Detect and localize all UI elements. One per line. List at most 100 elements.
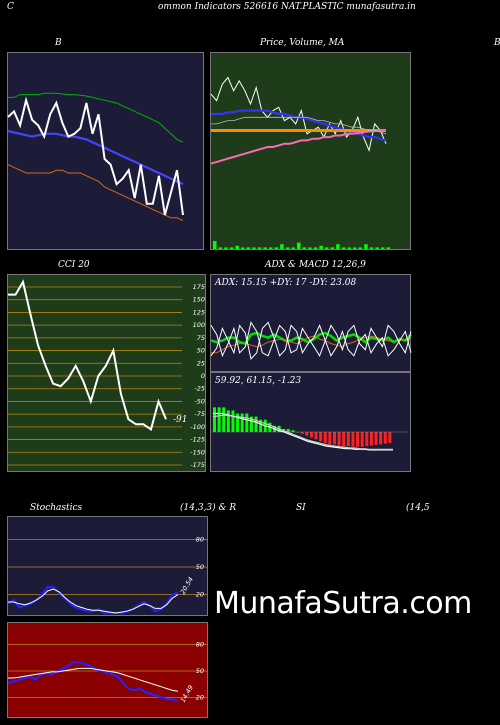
adx-series-line-2 — [210, 321, 412, 360]
stochastics-tick-label: 50 — [196, 563, 204, 571]
macd-histogram-bar — [305, 432, 309, 436]
bb-panel — [7, 52, 204, 250]
macd-histogram-bar — [249, 416, 253, 432]
volume-bar — [319, 245, 323, 249]
macd-histogram-bar — [259, 419, 263, 432]
macd-histogram-bar — [323, 432, 327, 444]
stochastics-series-line-0 — [7, 586, 179, 615]
cci-tick-label: -125 — [190, 436, 205, 444]
macd-histogram-bar — [240, 413, 244, 432]
rsi-params-label: (14,5 — [406, 503, 430, 513]
cci-tick-label: -75 — [194, 410, 205, 418]
volume-bar — [263, 247, 267, 249]
volume-bar — [291, 247, 295, 249]
macd-histogram-bar — [374, 432, 378, 445]
volume-bar — [218, 247, 223, 249]
macd-histogram-bar — [388, 432, 392, 444]
price_volume_ma-series-line-0 — [210, 76, 387, 152]
volume-bar — [325, 247, 329, 249]
volume-bar — [229, 247, 234, 249]
volume-bar — [353, 247, 357, 249]
volume-bar — [302, 247, 307, 249]
volume-bar — [364, 244, 368, 249]
macd-histogram-bar — [356, 432, 360, 447]
macd-histogram-bar — [383, 432, 387, 444]
macd-histogram-bar — [333, 432, 336, 445]
bb-chart — [7, 92, 184, 222]
rsi-series-line-1 — [8, 667, 179, 692]
macd-histogram-bar — [314, 432, 318, 440]
adx-series-line-3 — [210, 321, 412, 358]
macd-histogram-bar — [319, 432, 323, 442]
macd-histogram-bar — [286, 428, 290, 432]
price-chart — [210, 76, 391, 249]
price_volume_ma-series-line-4 — [211, 116, 387, 135]
rsi-tick-label: 50 — [196, 667, 204, 675]
macd-histogram-bar — [328, 432, 332, 445]
cci-tick-label: 0 — [201, 372, 205, 380]
volume-bar — [252, 247, 256, 249]
volume-bar — [347, 247, 351, 249]
cci-label: CCI 20 — [58, 260, 90, 270]
rsi-tick-label: 20 — [196, 693, 204, 701]
macd-histogram-bar — [231, 410, 235, 432]
price-panel — [210, 52, 411, 250]
macd-histogram-bar — [369, 432, 373, 446]
cci-tick-label: -25 — [194, 385, 205, 393]
volume-bar — [308, 247, 312, 249]
bollinger-series-line-0 — [8, 92, 184, 143]
cci-tick-label: -175 — [190, 461, 205, 469]
stoch-panel: 80 50 20 20.54 — [7, 516, 208, 616]
stochastics-tick-label: 80 — [196, 535, 204, 543]
cci-tick-label: 50 — [197, 347, 205, 355]
bollinger-series-line-2 — [7, 164, 184, 222]
macd-histogram-bar — [300, 432, 304, 434]
macd-histogram-bar — [213, 407, 216, 432]
rsi-series-line-0 — [7, 661, 179, 702]
macd-histogram-bar — [222, 407, 226, 432]
macd-histogram-bar — [309, 432, 313, 438]
macd-histogram-bar — [379, 432, 383, 445]
volume-bar — [246, 247, 251, 249]
rsi-tick-label: 80 — [196, 641, 204, 649]
cci-tick-label: 100 — [193, 321, 205, 329]
macd-histogram-bar — [337, 432, 341, 446]
adx-series-line-1 — [211, 335, 412, 354]
volume-bar — [257, 247, 262, 249]
macd-histogram-bar — [342, 432, 346, 447]
header-title: ommon Indicators 526616 NAT.PLASTIC muna… — [158, 2, 416, 12]
cci-chart: 175 150 125 100 75 50 25 0 -25 -50 -75 -100 -125 -150… — [8, 279, 205, 469]
macd-histogram-bar — [346, 432, 350, 447]
adx-chart — [210, 321, 412, 360]
stochastics-series-line-1 — [8, 588, 179, 614]
cci-tick-label: -150 — [190, 448, 205, 456]
cci-tick-label: -50 — [194, 397, 205, 405]
macd-histogram-bar — [245, 413, 249, 432]
macd-histogram-bar — [360, 432, 364, 447]
volume-bar — [213, 241, 217, 249]
stoch-params-label: (14,3,3) & R — [180, 503, 237, 513]
volume-bar — [280, 244, 284, 249]
price-cut-label: B — [494, 38, 500, 48]
macd-histogram-bar — [351, 432, 355, 447]
adx-macd-label: ADX & MACD 12,26,9 — [265, 260, 366, 270]
volume-bar — [336, 244, 340, 249]
volume-bar — [285, 247, 290, 249]
stoch-label: Stochastics — [30, 503, 83, 513]
volume-bar — [313, 247, 318, 249]
volume-bar — [235, 245, 239, 249]
volume-bar — [241, 247, 245, 249]
rsi-label: SI — [296, 503, 306, 513]
macd-histogram-bar — [217, 407, 221, 432]
macd-histogram-bar — [254, 416, 258, 432]
cci-tick-label: 25 — [197, 359, 205, 367]
stochastics-tick-label: 20 — [196, 591, 204, 599]
macd-histogram-bar — [236, 413, 240, 432]
rsi-last-label: 14.49 — [179, 684, 195, 704]
cci-tick-label: 125 — [193, 308, 205, 316]
bollinger-series-line-1 — [7, 129, 184, 186]
macd-series-line-0 — [213, 412, 393, 451]
volume-bar — [375, 247, 379, 249]
